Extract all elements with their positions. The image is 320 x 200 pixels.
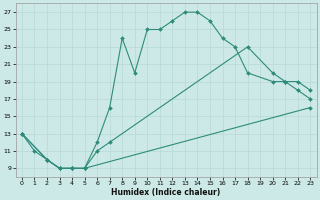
X-axis label: Humidex (Indice chaleur): Humidex (Indice chaleur) bbox=[111, 188, 221, 197]
